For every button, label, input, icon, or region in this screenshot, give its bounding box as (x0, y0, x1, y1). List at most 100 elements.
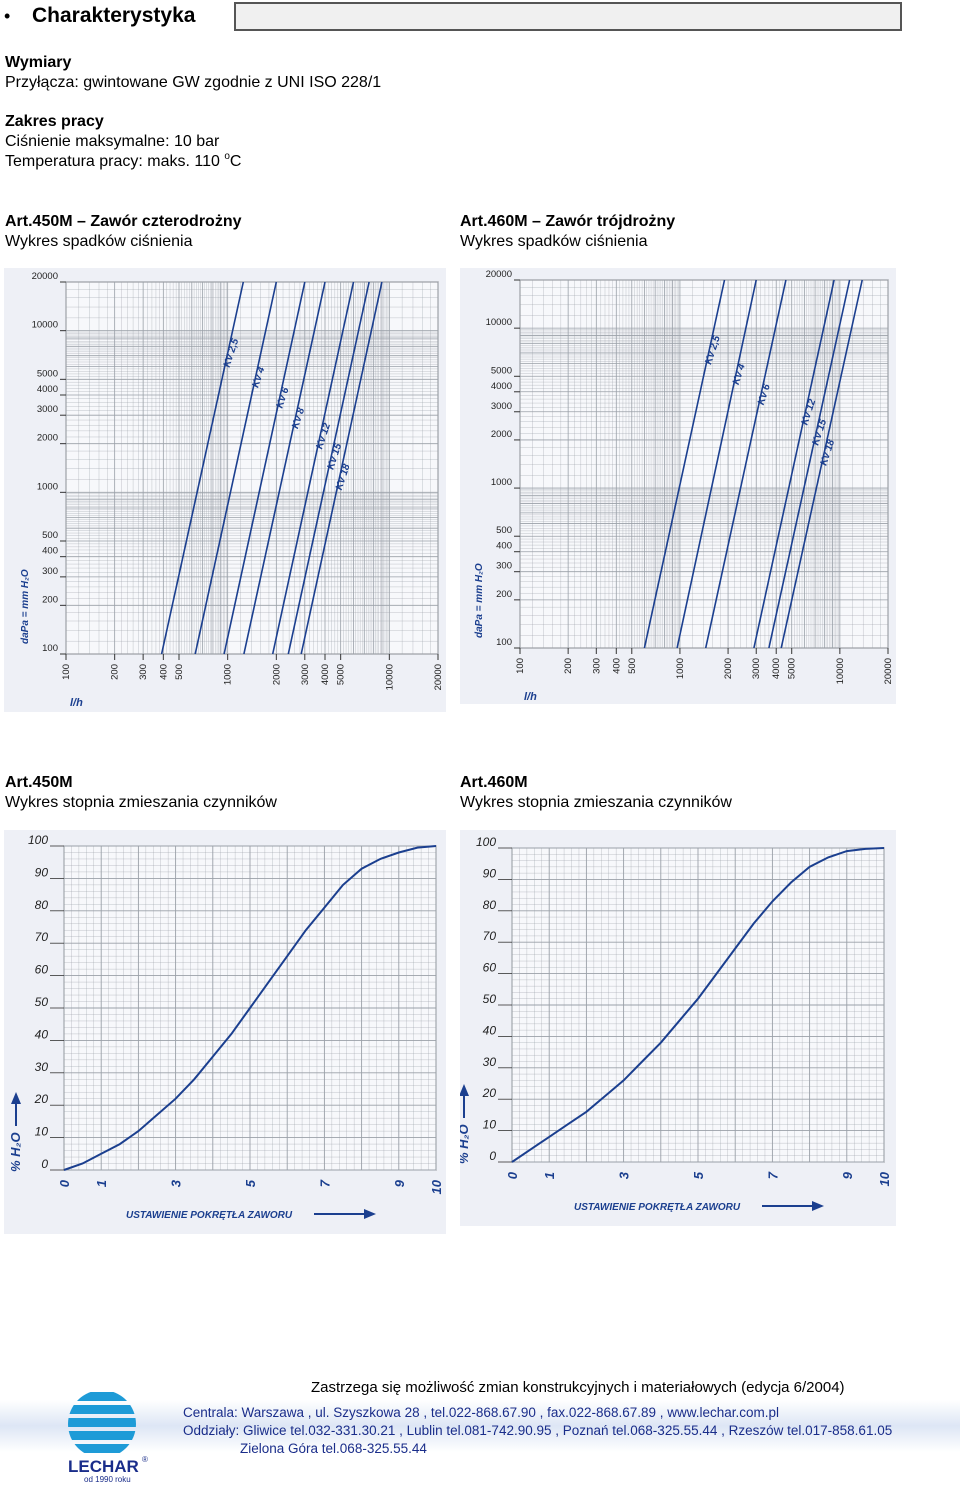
y-tick-label: 5000 (37, 368, 58, 379)
y-axis-label: daPa = mm H₂O (474, 563, 485, 638)
pressure-text: Ciśnienie maksymalne: 10 bar (5, 133, 220, 150)
x-axis-label: USTAWIENIE POKRĘTŁA ZAWORU (574, 1202, 741, 1213)
footer-band (0, 1400, 960, 1452)
y-tick-label: 2000 (37, 433, 58, 444)
y-tick-label: 40 (35, 1027, 49, 1041)
y-tick-label: 400 (496, 541, 512, 552)
pressure-chart-450: 100 200 300 400 500 1000 2000 3000 4000 5000 10000… (4, 268, 446, 712)
x-tick-label: 10 (429, 1179, 444, 1194)
pressure-left-heading: Art.450M – Zawór czterodrożny (5, 213, 242, 230)
series-line (300, 281, 383, 655)
series-curve (63, 845, 437, 1171)
y-tick-label: 60 (35, 963, 49, 977)
x-tick-label: 4000 (771, 658, 782, 679)
y-tick-label: 3000 (37, 404, 58, 415)
lechar-logo: LECHAR ® od 1990 roku (58, 1388, 162, 1484)
mix-chart-450: 0 10 20 30 40 50 60 70 80 90 100 0 1 3 5 7 9 10 USTAWIENIE… (4, 830, 446, 1234)
y-tick-label: 4000 (37, 384, 58, 395)
pressure-left-subheading: Wykres spadków ciśnienia (5, 233, 193, 250)
y-tick-label: 4000 (491, 381, 512, 392)
y-tick-label: 80 (483, 898, 497, 912)
x-tick-label: 3 (169, 1179, 184, 1187)
series-line (676, 279, 757, 649)
y-tick-label: 200 (42, 594, 58, 605)
y-tick-label: 200 (496, 589, 512, 600)
pressure-chart-460-svg: 100 200 300 400 500 1000 2000 3000 4000 5000 10000… (474, 269, 894, 703)
y-tick-label: 20000 (486, 269, 512, 280)
series-line (704, 279, 787, 649)
series-line (287, 281, 370, 655)
x-tick-label: 100 (515, 658, 526, 674)
temperature-degree: o (224, 151, 230, 162)
x-axis-label: l/h (524, 691, 537, 703)
series-line (780, 279, 863, 649)
header-box (234, 2, 902, 31)
series-line (271, 281, 355, 655)
y-tick-label: 30 (35, 1060, 49, 1074)
x-tick-label: 200 (110, 664, 121, 680)
x-tick-label: 5000 (787, 658, 798, 679)
x-axis-arrow-head (364, 1209, 376, 1219)
pressure-right-heading: Art.460M – Zawór trójdrożny (460, 213, 676, 230)
y-tick-label: 100 (476, 835, 496, 849)
y-tick-label: 70 (483, 929, 497, 943)
y-tick-label: 100 (42, 643, 58, 654)
x-tick-label: 5 (243, 1179, 258, 1187)
y-tick-label: 100 (496, 637, 512, 648)
y-tick-label: 400 (42, 546, 58, 557)
x-tick-label: 1000 (675, 658, 686, 679)
x-tick-label: 7 (765, 1171, 780, 1179)
y-axis-label: daPa = mm H₂O (20, 569, 31, 644)
y-tick-label: 0 (489, 1149, 496, 1163)
footer-branches: Oddziały: Gliwice tel.032-331.30.21 , Lu… (183, 1423, 893, 1438)
x-tick-label: 2000 (271, 664, 282, 685)
y-tick-label: 300 (42, 566, 58, 577)
x-tick-label: 7 (317, 1179, 332, 1187)
temperature-label: Temperatura pracy: maks. 110 (5, 153, 220, 170)
series-curve (511, 847, 885, 1163)
x-tick-label: 20000 (433, 664, 444, 690)
x-tick-label: 400 (158, 664, 169, 680)
logo-registered: ® (142, 1455, 148, 1464)
y-tick-label: 10 (483, 1118, 497, 1132)
mix-chart-460: 0 10 20 30 40 50 60 70 80 90 100 0 1 3 5 7 9 10 USTAWIENIE… (460, 830, 896, 1226)
logo-wordmark: LECHAR (68, 1457, 139, 1476)
x-tick-label: 5 (691, 1171, 706, 1179)
y-tick-label: 90 (483, 866, 497, 880)
x-tick-label: 300 (591, 658, 602, 674)
x-tick-label: 200 (563, 658, 574, 674)
footer-branches-cont: Zielona Góra tel.068-325.55.44 (240, 1441, 427, 1456)
x-tick-label: 400 (611, 658, 622, 674)
y-tick-label: 20 (482, 1086, 497, 1100)
mix-left-heading: Art.450M (5, 774, 73, 791)
y-axis-arrow-head (460, 1084, 469, 1096)
y-tick-label: 5000 (491, 365, 512, 376)
y-tick-label: 60 (483, 961, 497, 975)
y-tick-label: 2000 (491, 429, 512, 440)
y-tick-label: 80 (35, 898, 49, 912)
x-axis-label: USTAWIENIE POKRĘTŁA ZAWORU (126, 1210, 293, 1221)
y-tick-label: 70 (35, 930, 49, 944)
series-line (160, 281, 245, 655)
x-tick-label: 0 (505, 1171, 520, 1179)
pressure-chart-450-svg: 100 200 300 400 500 1000 2000 3000 4000 5000 10000… (20, 271, 444, 709)
x-tick-label: 5000 (336, 664, 347, 685)
x-axis-arrow-head (812, 1201, 824, 1211)
y-tick-label: 20000 (32, 271, 58, 282)
y-tick-label: 100 (28, 833, 48, 847)
series-line (643, 279, 726, 649)
x-tick-label: 1 (542, 1172, 557, 1179)
x-tick-label: 500 (627, 658, 638, 674)
logo-since: od 1990 roku (84, 1475, 131, 1484)
y-tick-label: 1000 (37, 481, 58, 492)
x-tick-label: 3000 (751, 658, 762, 679)
y-axis-label: % H₂O (8, 1132, 23, 1172)
y-tick-label: 3000 (491, 401, 512, 412)
series-line (243, 281, 326, 655)
y-tick-label: 90 (35, 865, 49, 879)
y-tick-label: 10000 (32, 320, 58, 331)
y-axis-arrow-head (11, 1092, 21, 1104)
x-tick-label: 20000 (883, 658, 894, 684)
mix-chart-460-svg: 0 10 20 30 40 50 60 70 80 90 100 0 1 3 5 7 9 10 USTAWIENIE… (460, 835, 892, 1213)
y-tick-label: 40 (483, 1023, 497, 1037)
